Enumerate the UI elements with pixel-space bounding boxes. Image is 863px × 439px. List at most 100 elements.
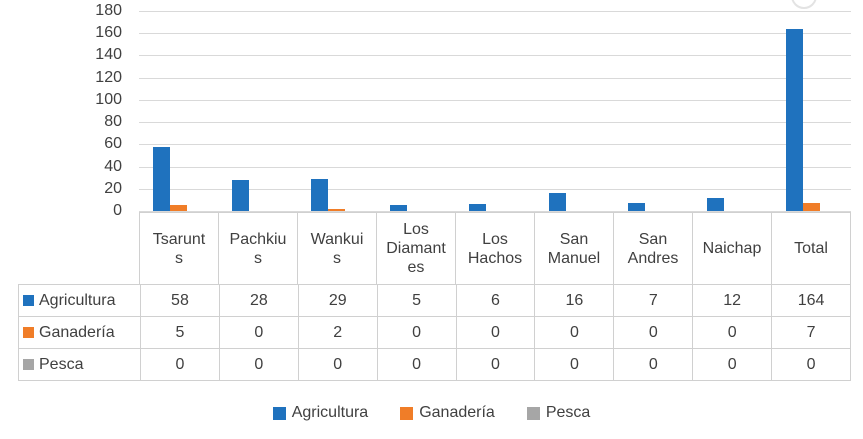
plot-area [139,11,851,212]
value-cell-ganaderia-san-andres: 0 [613,317,692,348]
value-cell-pesca-los-hachos: 0 [455,349,535,380]
value-cell-agricultura-pachkius: 28 [218,285,298,316]
agricultura-bar [706,197,724,211]
pesca-series-swatch-icon [23,359,34,370]
bar-group-san-manuel [535,11,614,211]
pesca-legend-swatch-icon [526,406,540,420]
agricultura-bar [548,193,566,211]
bars-layer [139,11,851,211]
bar-group-tsarunts [139,11,218,211]
row-label-cell-ganaderia: Ganadería [19,317,140,348]
gridline [139,77,851,79]
y-tick-label: 20 [104,179,122,197]
agricultura-bar [469,204,487,211]
value-cell-agricultura-wankuis: 29 [297,285,377,316]
legend-item-pesca: Pesca [526,404,591,422]
y-tick-label: 60 [104,135,122,153]
y-tick-label: 160 [95,24,122,42]
table-row-pesca: Pesca 0 0 0 0 0 0 0 0 0 [19,349,850,381]
gridline [139,33,851,35]
agricultura-bar [627,203,645,211]
ganaderia-legend-swatch-icon [400,406,414,420]
value-cell-agricultura-tsarunts: 58 [140,285,219,316]
legend-item-ganaderia: Ganadería [400,404,495,422]
value-cell-ganaderia-total: 7 [771,317,850,348]
bar-group-naichap [693,11,772,211]
ganaderia-bar [170,205,188,211]
gridline [139,166,851,168]
category-header-los-hachos: Los Hachos [455,213,534,284]
value-cell-agricultura-san-andres: 7 [613,285,692,316]
legend-item-agricultura: Agricultura [272,404,369,422]
value-cell-pesca-naichap: 0 [692,349,771,380]
y-axis: 180 160 140 120 100 80 60 40 20 0 [0,0,122,260]
y-tick-label: 180 [95,2,122,19]
legend-label: Ganadería [419,404,495,421]
category-header-naichap: Naichap [692,213,771,284]
category-header-tsarunts: Tsarunt s [152,230,206,267]
y-tick-label: 0 [113,202,122,219]
category-header-wankuis: Wankui s [297,213,376,284]
agricultura-bar [153,146,171,211]
value-cell-ganaderia-wankuis: 2 [297,317,377,348]
chart-legend: Agricultura Ganadería Pesca [0,404,863,422]
bar-group-los-diamantes [376,11,455,211]
y-tick-label: 140 [95,46,122,64]
bar-group-pachkius [218,11,297,211]
y-tick-label: 80 [104,113,122,131]
agricultura-bar [311,178,329,211]
row-label: Ganadería [39,323,115,341]
category-header-san-manuel: San Manuel [534,213,613,284]
bar-group-los-hachos [455,11,534,211]
value-cell-pesca-san-manuel: 0 [534,349,613,380]
y-tick-label: 100 [95,90,122,108]
category-header-total: Total [771,213,850,284]
agricultura-bar [232,179,250,211]
value-cell-pesca-pachkius: 0 [218,349,298,380]
bar-group-total [772,11,851,211]
agricultura-legend-swatch-icon [272,406,286,420]
row-label-cell-pesca: Pesca [19,349,140,380]
value-cell-pesca-tsarunts: 0 [140,349,219,380]
legend-label: Agricultura [291,404,369,421]
value-cell-agricultura-naichap: 12 [692,285,771,316]
value-cell-ganaderia-pachkius: 0 [218,317,298,348]
value-cell-pesca-total: 0 [771,349,850,380]
bar-group-san-andres [614,11,693,211]
table-row-ganaderia: Ganadería 5 0 2 0 0 0 0 0 7 [19,317,850,349]
gridlines [139,11,851,212]
value-cell-pesca-wankuis: 0 [297,349,377,380]
value-cell-agricultura-los-diamantes: 5 [376,285,456,316]
value-cell-ganaderia-tsarunts: 5 [140,317,219,348]
value-cell-ganaderia-los-diamantes: 0 [376,317,456,348]
gridline [139,99,851,101]
gridline [139,188,851,190]
bar-group-wankuis [297,11,376,211]
gridline [139,11,851,12]
ganaderia-bar [328,208,346,211]
agricultura-series-swatch-icon [23,295,34,306]
category-header-los-diamantes: Los Diamant es [376,213,455,284]
value-cell-agricultura-los-hachos: 6 [455,285,535,316]
data-table-body: Agricultura 58 28 29 5 6 16 7 12 164 Ganadería 5 0 2 0… [18,284,851,381]
gridline [139,211,851,212]
row-label-cell-agricultura: Agricultura [19,285,140,316]
y-tick-label: 120 [95,68,122,86]
legend-label: Pesca [545,404,591,421]
value-cell-ganaderia-san-manuel: 0 [534,317,613,348]
value-cell-agricultura-san-manuel: 16 [534,285,613,316]
row-label: Agricultura [39,291,116,309]
gridline [139,55,851,57]
agricultura-bar [785,28,803,211]
value-cell-ganaderia-los-hachos: 0 [455,317,535,348]
data-table-header: Tsarunt s Pachkiu s Wankui s Los Diamant es… [139,212,851,284]
row-label: Pesca [39,355,84,373]
table-row-agricultura: Agricultura 58 28 29 5 6 16 7 12 164 [19,285,850,317]
ganaderia-series-swatch-icon [23,327,34,338]
y-tick-label: 40 [104,157,122,175]
value-cell-agricultura-total: 164 [771,285,850,316]
value-cell-ganaderia-naichap: 0 [692,317,771,348]
category-header-san-andres: San Andres [613,213,692,284]
gridline [139,122,851,124]
